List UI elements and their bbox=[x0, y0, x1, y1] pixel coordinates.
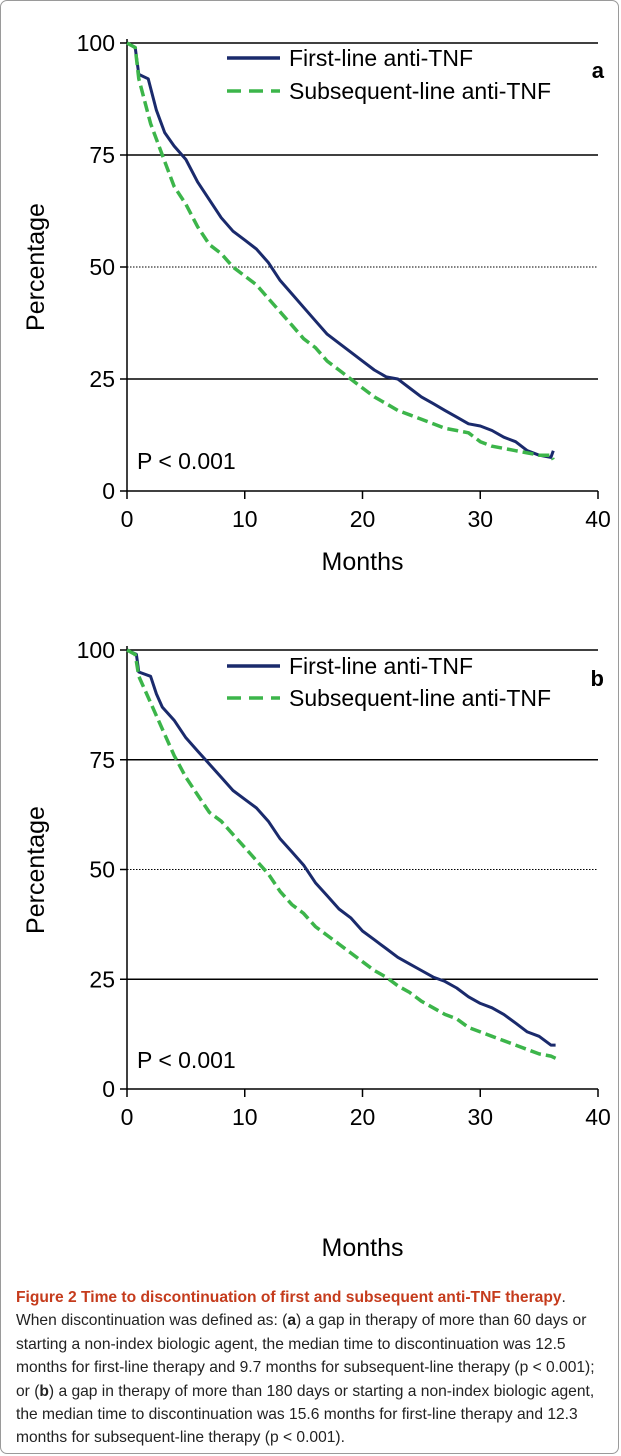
x-tick-label: 20 bbox=[350, 1104, 376, 1130]
p-value-annotation: P < 0.001 bbox=[137, 448, 236, 474]
figure-caption: Figure 2 Time to discontinuation of firs… bbox=[16, 1286, 606, 1450]
x-tick-label: 10 bbox=[232, 1104, 258, 1130]
x-axis-label: Months bbox=[322, 1234, 404, 1262]
y-tick-label: 75 bbox=[89, 747, 115, 773]
p-value-annotation: P < 0.001 bbox=[137, 1047, 236, 1073]
series-line-subsequent-line bbox=[126, 648, 557, 1060]
y-tick-label: 0 bbox=[102, 1076, 115, 1102]
x-tick-label: 20 bbox=[350, 506, 376, 532]
y-tick-label: 25 bbox=[89, 966, 115, 992]
y-tick-label: 50 bbox=[89, 254, 115, 280]
y-axis-label: Percentage bbox=[22, 806, 50, 934]
legend-label-subsequent-line: Subsequent-line anti-TNF bbox=[289, 685, 551, 711]
km-chart-panel-a: 0 25 50 75 100 0 10 20 30 40 Months Percentage First… bbox=[22, 30, 611, 576]
panel-label: a bbox=[592, 58, 605, 83]
x-tick-label: 10 bbox=[232, 506, 258, 532]
x-tick-label: 30 bbox=[467, 506, 493, 532]
km-chart-panel-b: 0 25 50 75 100 0 10 20 30 40 Months Percentage First… bbox=[22, 637, 611, 1262]
series-line-first-line bbox=[126, 648, 556, 1047]
caption-label-a: a bbox=[287, 1312, 297, 1330]
panel-label: b bbox=[591, 666, 604, 691]
x-tick-label: 40 bbox=[585, 1104, 611, 1130]
y-tick-label: 100 bbox=[77, 30, 115, 56]
y-tick-label: 75 bbox=[89, 142, 115, 168]
y-tick-label: 50 bbox=[89, 857, 115, 883]
y-tick-label: 100 bbox=[77, 637, 115, 663]
y-tick-label: 0 bbox=[102, 478, 115, 504]
caption-text-1: . When discontinuation was defined as: ( bbox=[16, 1289, 566, 1330]
caption-label-b: b bbox=[39, 1382, 49, 1400]
series-line-first-line bbox=[126, 41, 555, 459]
legend-label-first-line: First-line anti-TNF bbox=[289, 653, 473, 679]
y-tick-label: 25 bbox=[89, 366, 115, 392]
series-line-subsequent-line bbox=[126, 41, 555, 461]
legend-label-first-line: First-line anti-TNF bbox=[289, 45, 473, 71]
caption-text-3: ) a gap in therapy of more than 180 days… bbox=[16, 1382, 595, 1447]
x-tick-label: 30 bbox=[467, 1104, 493, 1130]
x-tick-label: 0 bbox=[121, 506, 134, 532]
y-axis-label: Percentage bbox=[22, 203, 50, 331]
caption-text-2: ) a gap in therapy of more than 60 days … bbox=[16, 1312, 595, 1400]
caption-title: Figure 2 Time to discontinuation of firs… bbox=[16, 1289, 562, 1306]
x-tick-label: 40 bbox=[585, 506, 611, 532]
x-tick-label: 0 bbox=[121, 1104, 134, 1130]
x-axis-label: Months bbox=[322, 548, 404, 576]
legend-label-subsequent-line: Subsequent-line anti-TNF bbox=[289, 78, 551, 104]
